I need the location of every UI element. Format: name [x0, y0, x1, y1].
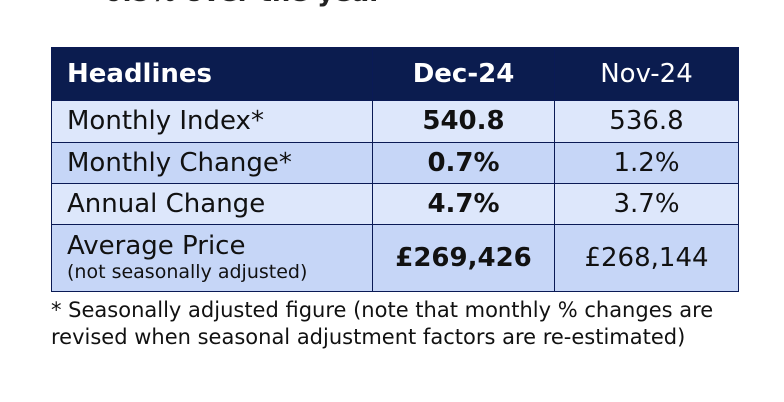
table-row: Annual Change 4.7% 3.7%: [51, 183, 739, 225]
dec-value-annual-change: 4.7%: [372, 183, 555, 225]
row-label-monthly-index: Monthly Index*: [51, 100, 373, 143]
header-nov-24: Nov-24: [554, 47, 739, 101]
row-label-annual-change: Annual Change: [51, 183, 373, 225]
intro-text-cutoff: 6.5% over the year: [104, 0, 382, 8]
row-label-monthly-change: Monthly Change*: [51, 142, 373, 184]
table-row: Monthly Change* 0.7% 1.2%: [51, 142, 739, 184]
dec-value-average-price: £269,426: [372, 224, 555, 292]
row-sublabel-not-seasonally-adjusted: (not seasonally adjusted): [67, 260, 308, 283]
nov-value-monthly-change: 1.2%: [554, 142, 739, 184]
header-dec-24: Dec-24: [372, 47, 555, 101]
headlines-table: Headlines Dec-24 Nov-24 Monthly Index* 5…: [51, 47, 739, 292]
nov-value-monthly-index: 536.8: [554, 100, 739, 143]
seasonal-adjustment-footnote: * Seasonally adjusted figure (note that …: [51, 298, 714, 349]
nov-value-average-price: £268,144: [554, 224, 739, 292]
row-label-average-price: Average Price: [67, 231, 246, 262]
table-row: Monthly Index* 540.8 536.8: [51, 100, 739, 143]
header-headlines: Headlines: [51, 47, 373, 101]
row-label-average-price-cell: Average Price (not seasonally adjusted): [51, 224, 373, 292]
table-row: Average Price (not seasonally adjusted) …: [51, 224, 739, 292]
dec-value-monthly-change: 0.7%: [372, 142, 555, 184]
table-header-row: Headlines Dec-24 Nov-24: [51, 47, 739, 101]
nov-value-annual-change: 3.7%: [554, 183, 739, 225]
dec-value-monthly-index: 540.8: [372, 100, 555, 143]
